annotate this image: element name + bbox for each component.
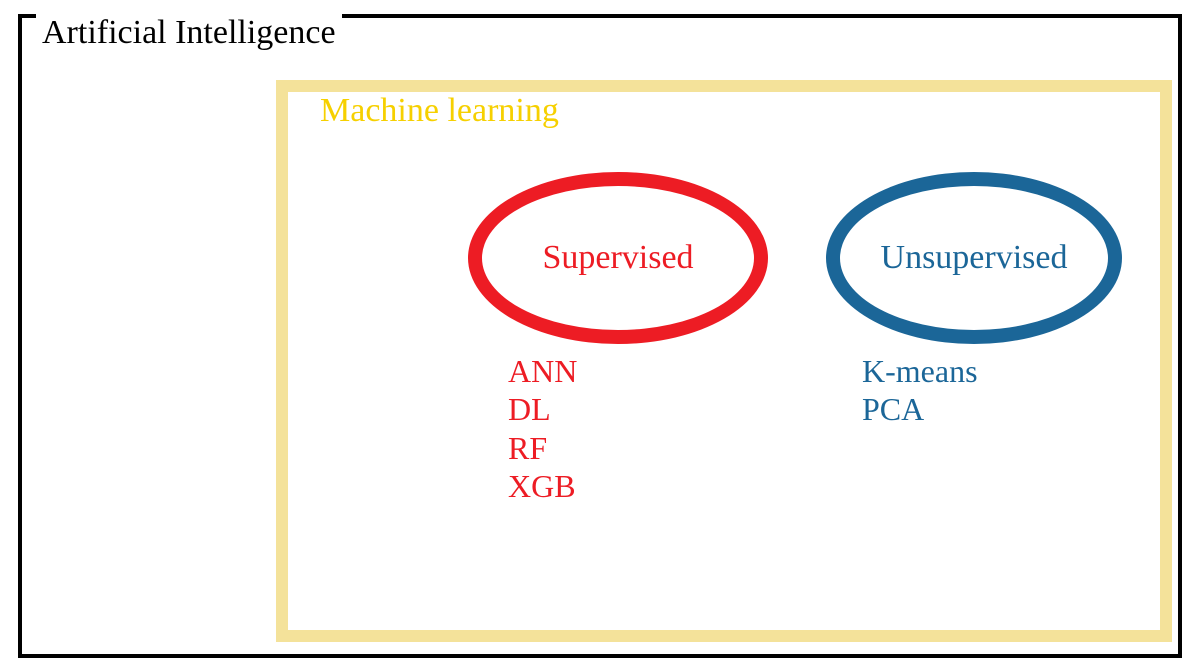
ai-label: Artificial Intelligence xyxy=(36,14,342,52)
ml-label: Machine learning xyxy=(320,92,559,130)
unsupervised-item: PCA xyxy=(862,390,978,428)
supervised-ellipse: Supervised xyxy=(468,172,768,344)
supervised-item: DL xyxy=(508,390,577,428)
unsupervised-item: K-means xyxy=(862,352,978,390)
unsupervised-items: K-meansPCA xyxy=(862,352,978,429)
unsupervised-label: Unsupervised xyxy=(881,239,1068,277)
supervised-items: ANNDLRFXGB xyxy=(508,352,577,506)
ml-box xyxy=(276,80,1172,642)
supervised-item: ANN xyxy=(508,352,577,390)
unsupervised-ellipse: Unsupervised xyxy=(826,172,1122,344)
supervised-item: XGB xyxy=(508,467,577,505)
supervised-label: Supervised xyxy=(542,239,693,277)
ai-ml-diagram: Artificial Intelligence Machine learning… xyxy=(0,0,1200,671)
supervised-item: RF xyxy=(508,429,577,467)
